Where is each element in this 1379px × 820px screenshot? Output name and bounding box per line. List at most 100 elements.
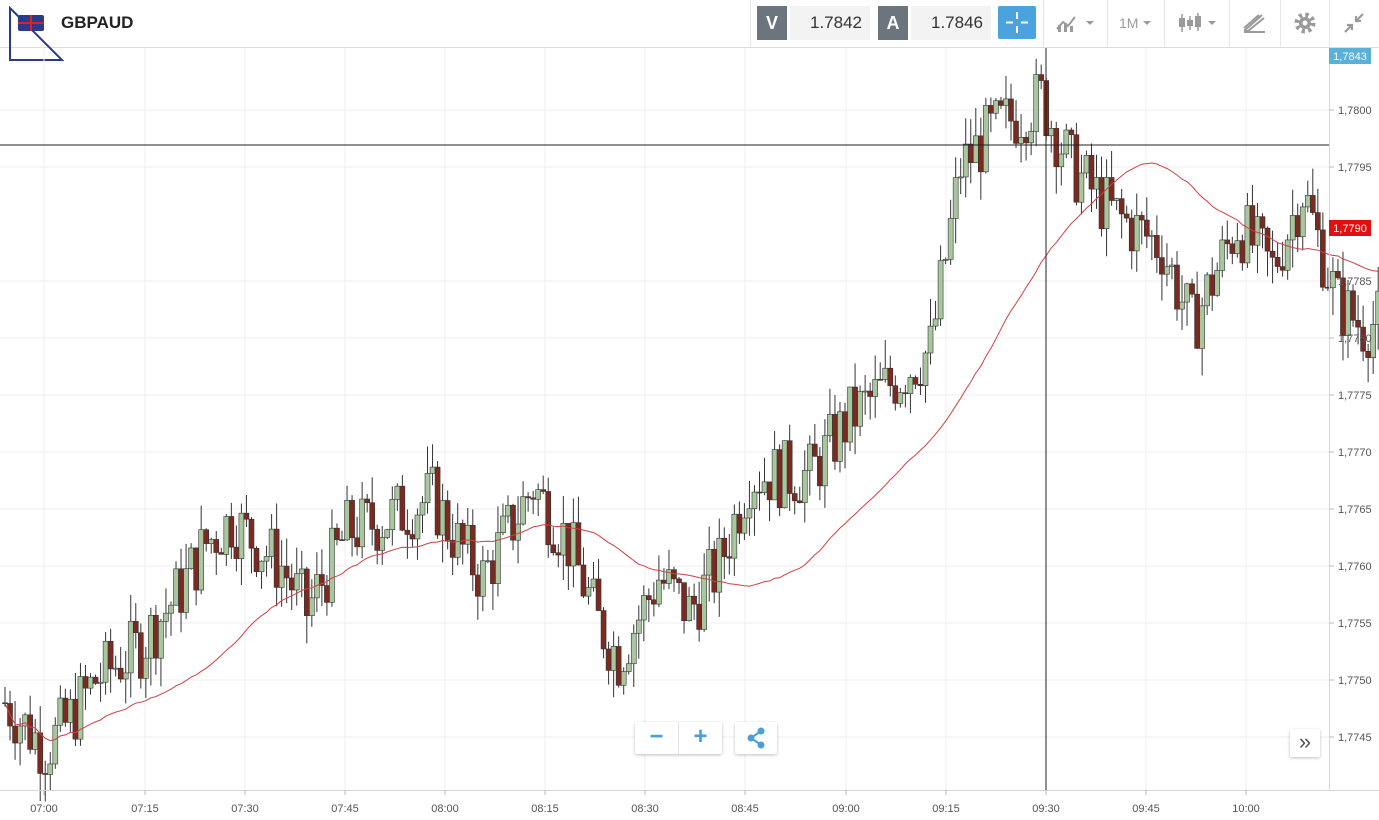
candle-body [419,502,426,516]
toolbar-divider [1329,0,1330,47]
time-tick-label: 09:30 [1032,803,1060,815]
candle-body [1284,239,1291,271]
candle-body [253,547,260,573]
candle-body [1113,198,1120,201]
timeframe-button[interactable]: 1M [1119,6,1152,40]
candle-body [82,676,89,689]
candle-body [1259,216,1266,229]
candle-body [1048,128,1055,137]
candle-body [384,529,391,538]
crosshair-button[interactable] [998,6,1036,39]
price-tick-label: 1,7780 [1338,333,1372,345]
candle-body [993,100,999,114]
candle-body [545,491,552,546]
timeframe-label: 1M [1119,15,1139,31]
last-price-tag: 1,7843 [1329,48,1371,64]
price-tick-label: 1,7795 [1338,162,1372,174]
candle-body [641,595,647,621]
candle-body [1159,257,1165,275]
candle-body [535,489,541,500]
zoom-out-button[interactable]: − [635,722,679,754]
candle-body [1088,155,1095,190]
candle-body [263,556,270,562]
candle-body [1078,172,1085,203]
candle-body [1038,74,1044,81]
candle-body [1053,128,1060,168]
candle-body [1315,212,1321,231]
candle-body [877,379,884,381]
candle-body [832,413,838,462]
share-button[interactable] [735,722,777,754]
candle-body [1304,195,1311,208]
chevron-down-icon [1086,21,1094,25]
toolbar-divider [750,0,751,47]
candle-body [243,512,250,520]
time-tick-label: 07:15 [131,803,159,815]
candle-body [1138,215,1145,221]
candle-body [842,411,848,443]
candle-body [1204,274,1210,307]
candle-body [620,671,627,686]
price-tick-label: 1,7750 [1338,675,1372,687]
candle-body [600,610,607,650]
last-price-tag-label: 1,7843 [1333,51,1367,63]
candle-body [369,502,375,530]
candle-body [716,537,723,593]
candle-body [1365,350,1371,358]
candle-body [158,621,164,659]
drawing-tools-button[interactable] [1241,6,1267,40]
time-axis: 07:00 07:15 07:30 07:45 08:00 08:15 08:30 08:45… [30,790,1260,815]
time-tick-label: 07:45 [331,803,359,815]
price-tick-label: 1,7745 [1338,732,1372,744]
candle-body [77,676,84,740]
candle-body [746,508,753,519]
settings-button[interactable] [1292,6,1318,40]
candle-body [132,621,139,633]
candle-body [1350,290,1356,321]
candle-body [480,560,486,597]
candle-body [208,539,215,544]
candle-body [228,516,235,548]
candle-body [273,528,280,588]
crosshair-icon [1006,12,1028,33]
candle-body [872,379,878,397]
candle-body [278,565,285,588]
candle-body [329,527,335,603]
candle-body [822,435,828,487]
zoom-in-button[interactable]: + [693,723,708,750]
candle-body [1108,177,1115,201]
price-chart[interactable]: 1,7800 1,7795 1,7785 1,7780 1,7775 1,7770 1,77… [0,48,1379,820]
candle-body [988,105,994,114]
candle-body [67,699,74,723]
candle-body [163,612,169,622]
candle-body [1098,177,1105,229]
moving-average-tag: 1,7790 [1329,220,1371,236]
buy-price[interactable]: 1.7846 [911,6,991,40]
candle-body [1209,274,1215,296]
candle-body [711,549,718,593]
candle-body [927,325,934,354]
candle-body [500,515,506,533]
price-tick-label: 1,7800 [1338,105,1372,117]
candle-body [756,491,763,494]
scroll-to-latest-button[interactable]: » [1290,729,1320,757]
candle-body [1179,301,1185,310]
candle-body [1375,290,1379,325]
buy-label[interactable]: A [878,6,908,40]
sell-price[interactable]: 1.7842 [790,6,870,40]
candle-body [827,413,833,437]
chart-type-button[interactable] [1177,6,1217,40]
candle-body [1320,229,1326,288]
candle-body [912,377,919,385]
candle-body [334,527,340,540]
candle-body [1234,240,1241,254]
candle-body [751,491,758,510]
candle-body [354,537,360,548]
indicators-button[interactable] [1055,6,1095,40]
collapse-button[interactable] [1342,6,1366,40]
candle-body [590,578,597,588]
sell-label[interactable]: V [757,6,787,40]
candle-body [1219,239,1226,271]
candle-body [847,386,853,443]
candle-body [867,390,873,397]
